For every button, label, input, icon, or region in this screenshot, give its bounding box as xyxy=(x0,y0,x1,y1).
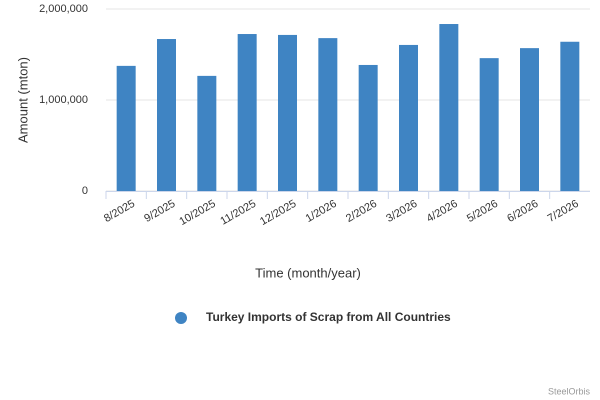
bar xyxy=(399,44,418,191)
bar xyxy=(157,39,176,191)
bar xyxy=(197,75,217,191)
bar xyxy=(479,58,499,191)
x-tick-label: 4/2026 xyxy=(425,198,460,225)
x-tick-label: 11/2025 xyxy=(218,198,258,228)
x-tick-label: 9/2025 xyxy=(142,198,177,225)
y-tick-label: 0 xyxy=(82,185,88,197)
bar xyxy=(439,24,459,191)
x-tick-label: 2/2026 xyxy=(344,198,379,225)
bar xyxy=(318,38,338,192)
x-tick-label: 7/2026 xyxy=(546,198,581,225)
y-tick-label: 1,000,000 xyxy=(39,94,88,106)
y-tick-label: 2,000,000 xyxy=(39,3,88,15)
bar xyxy=(237,34,257,192)
bar xyxy=(520,48,539,191)
legend-marker xyxy=(175,312,187,324)
x-tick-label: 5/2026 xyxy=(465,198,500,225)
x-axis-title: Time (month/year) xyxy=(255,265,361,280)
credits: SteelOrbis xyxy=(548,386,591,396)
x-tick-label: 1/2026 xyxy=(304,198,339,225)
legend-label: Turkey Imports of Scrap from All Countri… xyxy=(206,310,451,324)
y-axis-title: Amount (mton) xyxy=(15,57,30,143)
x-tick-label: 10/2025 xyxy=(177,198,217,228)
bar xyxy=(278,34,297,192)
bar xyxy=(116,65,136,191)
x-tick-label: 6/2026 xyxy=(505,198,540,225)
x-tick-label: 8/2025 xyxy=(102,198,137,225)
x-tick-label: 12/2025 xyxy=(258,198,298,228)
bar xyxy=(358,64,378,191)
x-tick-label: 3/2026 xyxy=(384,198,419,225)
bar xyxy=(560,41,580,192)
